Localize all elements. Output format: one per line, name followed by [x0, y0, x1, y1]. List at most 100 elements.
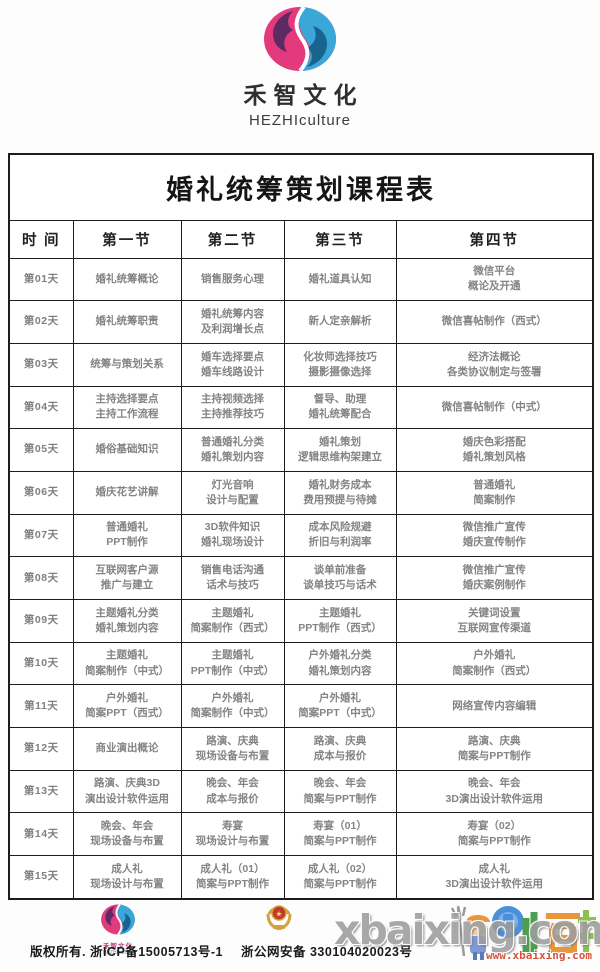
course-cell: 婚礼统筹内容 及利润增长点: [180, 300, 285, 344]
course-cell: 主持选择要点 主持工作流程: [72, 385, 182, 430]
course-cell: 晚会、年会 简案与PPT制作: [283, 769, 397, 814]
police-badge-icon: ★: [266, 905, 292, 930]
course-cell: 销售服务心理: [180, 257, 285, 302]
course-cell: 婚礼道具认知: [283, 257, 397, 302]
course-cell: 婚礼策划 逻辑思维构架建立: [283, 428, 397, 472]
course-cell: 主题婚礼 简案制作（中式）: [72, 641, 182, 686]
hezhi-logo-small-icon: [101, 903, 135, 936]
header-section-1: 第一节: [72, 219, 182, 259]
table-row: 第04天 主持选择要点 主持工作流程 主持视频选择 主持推荐技巧 督导、助理 婚礼统筹…: [8, 385, 594, 430]
copyright-text: 版权所有. 浙ICP备15005713号-1: [30, 945, 224, 959]
course-cell: 互联网客户源 推广与建立: [72, 556, 182, 600]
course-cell: 寿宴 现场设计与布置: [180, 812, 285, 857]
table-row: 第01天 婚礼统筹概论 销售服务心理 婚礼道具认知 微信平台 概论及开通: [8, 257, 594, 302]
course-cell: 婚庆色彩搭配 婚礼策划风格: [395, 428, 594, 472]
day-cell: 第02天: [8, 300, 74, 344]
course-cell: 婚庆花艺讲解: [72, 470, 182, 515]
course-cell: 主题婚礼分类 婚礼策划内容: [72, 599, 182, 643]
course-cell: 主题婚礼 PPT制作（西式）: [283, 599, 397, 643]
day-cell: 第10天: [8, 641, 74, 686]
course-cell: 主题婚礼 简案制作（西式）: [180, 599, 285, 643]
course-cell: 晚会、年会 3D演出设计软件运用: [395, 769, 594, 814]
course-cell: 路演、庆典 简案与PPT制作: [395, 727, 594, 771]
footer-brand-en: HEZHIculture: [102, 950, 133, 956]
day-cell: 第12天: [8, 727, 74, 771]
table-row: 第11天 户外婚礼 简案PPT（西式） 户外婚礼 简案制作（中式） 户外婚礼 简案PP…: [8, 684, 594, 729]
course-cell: 主持视频选择 主持推荐技巧: [180, 385, 285, 430]
course-cell: 婚礼财务成本 费用预提与待摊: [283, 470, 397, 515]
course-cell: 寿宴（02） 简案与PPT制作: [395, 812, 594, 857]
watermark-url: www.xbaixing.com: [486, 949, 592, 962]
course-cell: 网络宣传内容编辑: [395, 684, 594, 729]
day-cell: 第15天: [8, 855, 74, 900]
course-cell: 成人礼 3D演出设计软件运用: [395, 855, 594, 900]
course-cell: 灯光音响 设计与配置: [180, 470, 285, 515]
watermark-text: xbaixing.com: [334, 906, 600, 954]
course-cell: 婚车选择要点 婚车线路设计: [180, 342, 285, 387]
table-row: 第08天 互联网客户源 推广与建立 销售电话沟通 话术与技巧 谈单前准备 谈单技巧与话…: [8, 556, 594, 600]
day-cell: 第07天: [8, 513, 74, 558]
brand-header: 禾智文化 HEZHIculture: [0, 6, 600, 129]
course-cell: 微信推广宣传 婚庆宣传制作: [395, 513, 594, 558]
course-cell: 成本风险规避 折旧与利润率: [283, 513, 397, 558]
table-header-row: 时 间 第一节 第二节 第三节 第四节: [8, 219, 594, 259]
day-cell: 第09天: [8, 599, 74, 643]
course-cell: 新人定亲解析: [283, 300, 397, 344]
footer-brand-logo: 禾智文化 HEZHIculture: [86, 903, 150, 956]
course-cell: 普通婚礼 PPT制作: [72, 513, 182, 558]
course-cell: 普通婚礼分类 婚礼策划内容: [180, 428, 285, 472]
course-cell: 路演、庆典3D 演出设计软件运用: [72, 769, 182, 814]
course-cell: 微信推广宣传 婚庆案例制作: [395, 556, 594, 600]
day-cell: 第14天: [8, 812, 74, 857]
table-row: 第14天 晚会、年会 现场设备与布置 寿宴 现场设计与布置 寿宴（01） 简案与PPT…: [8, 812, 594, 857]
day-cell: 第11天: [8, 684, 74, 729]
course-cell: 成人礼（01） 简案与PPT制作: [180, 855, 285, 900]
table-row: 第15天 成人礼 现场设计与布置 成人礼（01） 简案与PPT制作 成人礼（02） 简…: [8, 855, 594, 900]
table-title-row: 婚礼统筹策划课程表: [8, 153, 594, 221]
course-cell: 商业演出概论: [72, 727, 182, 771]
course-cell: 婚礼统筹概论: [72, 257, 182, 302]
course-cell: 寿宴（01） 简案与PPT制作: [283, 812, 397, 857]
course-cell: 主题婚礼 PPT制作（中式）: [180, 641, 285, 686]
course-cell: 婚礼统筹职责: [72, 300, 182, 344]
day-cell: 第05天: [8, 428, 74, 472]
table-row: 第09天 主题婚礼分类 婚礼策划内容 主题婚礼 简案制作（西式） 主题婚礼 PPT制作…: [8, 599, 594, 643]
table-row: 第13天 路演、庆典3D 演出设计软件运用 晚会、年会 成本与报价 晚会、年会 简案与…: [8, 769, 594, 814]
header-time: 时 间: [8, 219, 74, 259]
table-row: 第02天 婚礼统筹职责 婚礼统筹内容 及利润增长点 新人定亲解析 微信喜帖制作（西式）: [8, 300, 594, 344]
brand-name-cn: 禾智文化: [243, 83, 364, 108]
svg-text:★: ★: [275, 910, 282, 919]
course-cell: 户外婚礼 简案制作（中式）: [180, 684, 285, 729]
day-cell: 第04天: [8, 385, 74, 430]
course-cell: 微信喜帖制作（西式）: [395, 300, 594, 344]
course-cell: 成人礼（02） 简案与PPT制作: [283, 855, 397, 900]
course-cell: 成人礼 现场设计与布置: [72, 855, 182, 900]
day-cell: 第03天: [8, 342, 74, 387]
course-cell: 户外婚礼分类 婚礼策划内容: [283, 641, 397, 686]
course-cell: 微信平台 概论及开通: [395, 257, 594, 302]
day-cell: 第13天: [8, 769, 74, 814]
course-cell: 3D软件知识 婚礼现场设计: [180, 513, 285, 558]
course-cell: 户外婚礼 简案制作（西式）: [395, 641, 594, 686]
table-row: 第05天 婚俗基础知识 普通婚礼分类 婚礼策划内容 婚礼策划 逻辑思维构架建立 婚庆色彩…: [8, 428, 594, 472]
hezhi-logo-icon: [264, 6, 336, 72]
course-cell: 督导、助理 婚礼统筹配合: [283, 385, 397, 430]
table-row: 第03天 统筹与策划关系 婚车选择要点 婚车线路设计 化妆师选择技巧 摄影摄像选择 经济…: [8, 342, 594, 387]
course-cell: 户外婚礼 简案PPT（西式）: [72, 684, 182, 729]
table-row: 第07天 普通婚礼 PPT制作 3D软件知识 婚礼现场设计 成本风险规避 折旧与利润率…: [8, 513, 594, 558]
course-cell: 关键词设置 互联网宣传渠道: [395, 599, 594, 643]
course-cell: 化妆师选择技巧 摄影摄像选择: [283, 342, 397, 387]
course-schedule-table: 婚礼统筹策划课程表 时 间 第一节 第二节 第三节 第四节 第01天 婚礼统筹概论…: [8, 153, 595, 900]
day-cell: 第01天: [8, 257, 74, 302]
course-cell: 经济法概论 各类协议制定与签署: [395, 342, 594, 387]
beian-text: 浙公网安备 330104020023号: [241, 945, 413, 959]
course-cell: 婚俗基础知识: [72, 428, 182, 472]
table-row: 第10天 主题婚礼 简案制作（中式） 主题婚礼 PPT制作（中式） 户外婚礼分类 婚礼…: [8, 641, 594, 686]
footer: 禾智文化 HEZHIculture 版权所有. 浙ICP备15005713号-1…: [0, 898, 600, 972]
course-cell: 微信喜帖制作（中式）: [395, 385, 594, 430]
table-row: 第06天 婚庆花艺讲解 灯光音响 设计与配置 婚礼财务成本 费用预提与待摊 普通婚礼 简…: [8, 470, 594, 515]
course-cell: 晚会、年会 成本与报价: [180, 769, 285, 814]
course-cell: 路演、庆典 成本与报价: [283, 727, 397, 771]
course-cell: 谈单前准备 谈单技巧与话术: [283, 556, 397, 600]
